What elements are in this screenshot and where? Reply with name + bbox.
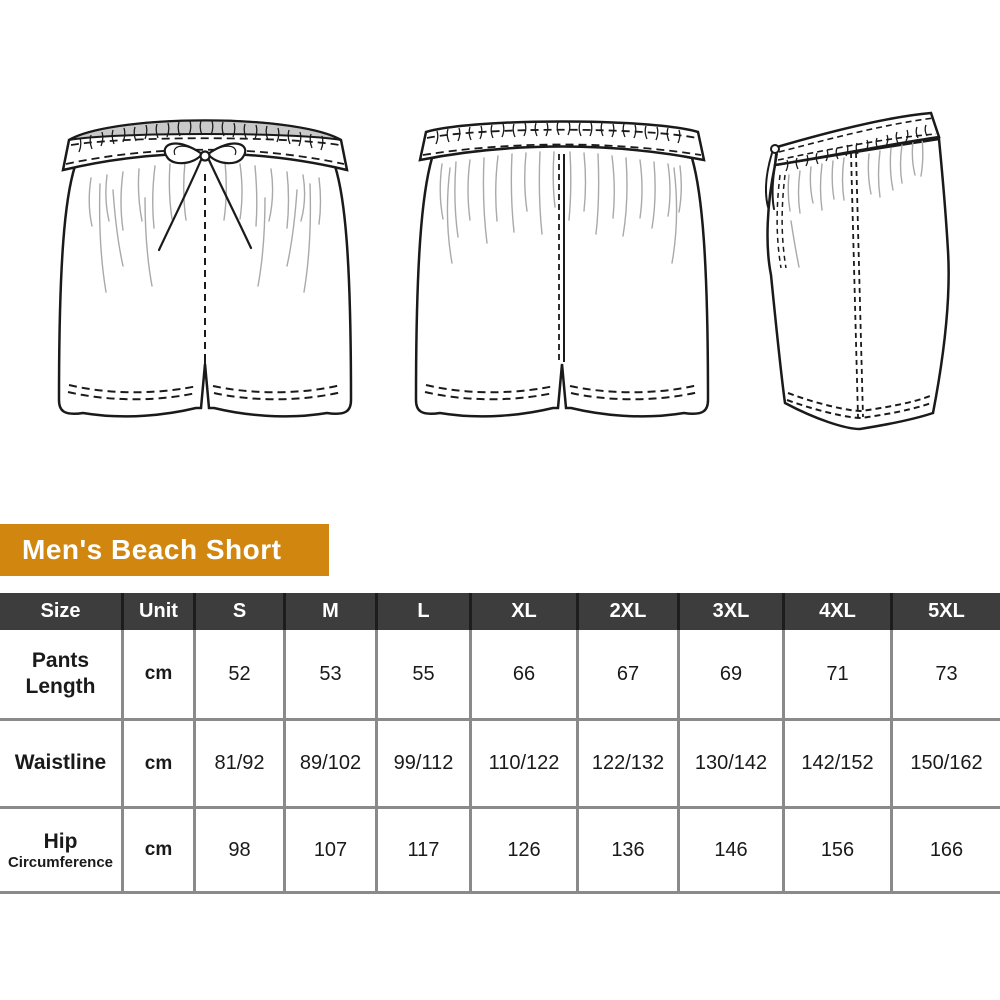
value-cell: 55 [378, 630, 472, 718]
row-label-hip-circumference: Hip Circumference [0, 806, 124, 894]
value-cell: 107 [286, 806, 378, 894]
column-header-s: S [196, 593, 286, 630]
value-cell: 99/112 [378, 718, 472, 806]
value-cell: 71 [785, 630, 893, 718]
value-cell: 67 [579, 630, 680, 718]
value-cell: 146 [680, 806, 785, 894]
front-waistband-interior [68, 119, 342, 141]
column-header-unit: Unit [124, 593, 196, 630]
shorts-side-view-icon [765, 111, 950, 431]
unit-cell: cm [124, 718, 196, 806]
back-hem-stitching [424, 384, 700, 401]
value-cell: 150/162 [893, 718, 1000, 806]
front-waistband-stitching [65, 137, 345, 165]
value-cell: 66 [472, 630, 579, 718]
back-elastic-gathers [435, 121, 681, 145]
drawstring-bow-icon [157, 142, 253, 252]
front-elastic-gathers [78, 120, 324, 153]
value-cell: 73 [893, 630, 1000, 718]
side-front-edge-stitching [776, 174, 787, 269]
front-hem-stitching [67, 384, 343, 401]
value-cell: 166 [893, 806, 1000, 894]
shorts-back-view-icon [414, 120, 710, 418]
side-body [766, 137, 950, 431]
column-header-l: L [378, 593, 472, 630]
column-header-3xl: 3XL [680, 593, 785, 630]
back-waistband-stitching [422, 128, 702, 156]
side-drawstring-icon [765, 144, 780, 210]
row-label-waistline: Waistline [0, 718, 124, 806]
side-waistband [773, 111, 941, 167]
column-header-4xl: 4XL [785, 593, 893, 630]
side-wrinkle-lines [787, 137, 924, 268]
column-header-5xl: 5XL [893, 593, 1000, 630]
value-cell: 136 [579, 806, 680, 894]
value-cell: 126 [472, 806, 579, 894]
value-cell: 142/152 [785, 718, 893, 806]
value-cell: 98 [196, 806, 286, 894]
value-cell: 110/122 [472, 718, 579, 806]
page-title: Men's Beach Short [22, 534, 282, 565]
value-cell: 81/92 [196, 718, 286, 806]
value-cell: 69 [680, 630, 785, 718]
column-header-size: Size [0, 593, 124, 630]
column-header-2xl: 2XL [579, 593, 680, 630]
product-title-banner: Men's Beach Short [0, 524, 329, 576]
side-seam-stitching [850, 152, 864, 418]
unit-cell: cm [124, 630, 196, 718]
value-cell: 156 [785, 806, 893, 894]
back-wrinkle-lines [439, 151, 682, 264]
value-cell: 122/132 [579, 718, 680, 806]
value-cell: 52 [196, 630, 286, 718]
side-elastic-gathers [785, 124, 928, 172]
front-wrinkle-lines [88, 161, 322, 293]
value-cell: 117 [378, 806, 472, 894]
column-header-m: M [286, 593, 378, 630]
value-cell: 89/102 [286, 718, 378, 806]
column-header-xl: XL [472, 593, 579, 630]
side-hem-stitching [786, 392, 932, 420]
unit-cell: cm [124, 806, 196, 894]
back-body [414, 143, 710, 418]
side-waistband-stitching [777, 117, 937, 161]
row-label-pants-length: Pants Length [0, 630, 124, 718]
shorts-front-view-icon [57, 119, 353, 418]
size-chart-table: Size Unit S M L XL 2XL 3XL 4XL 5XL Pants… [0, 593, 1000, 894]
value-cell: 53 [286, 630, 378, 718]
value-cell: 130/142 [680, 718, 785, 806]
